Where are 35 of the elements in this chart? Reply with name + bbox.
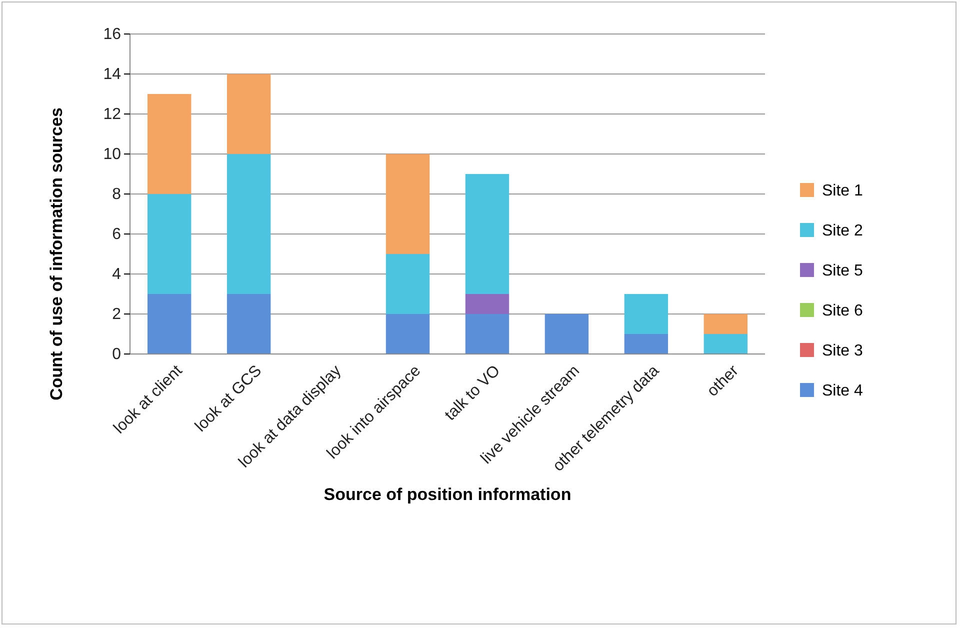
bar	[386, 254, 430, 314]
x-tick-label: talk to VO	[442, 362, 504, 424]
legend-label: Site 1	[822, 182, 864, 200]
y-tick-label: 6	[112, 226, 122, 244]
bar	[147, 194, 192, 294]
legend-label: Site 4	[822, 382, 864, 400]
legend-label: Site 2	[822, 222, 864, 240]
legend-label: Site 3	[822, 342, 864, 360]
bar	[226, 154, 271, 294]
bar	[386, 154, 430, 254]
y-tick-label: 8	[112, 186, 122, 204]
bar	[465, 174, 510, 294]
bar	[226, 294, 271, 354]
bar	[624, 294, 668, 334]
y-tick-label: 14	[103, 66, 122, 84]
bar	[704, 314, 748, 334]
y-tick-label: 10	[103, 146, 122, 164]
y-tick-label: 12	[103, 106, 122, 124]
y-tick-label: 2	[112, 306, 122, 324]
y-tick-label: 4	[112, 266, 122, 284]
bar	[624, 334, 668, 354]
bar	[465, 314, 510, 354]
y-tick-label: 16	[103, 26, 122, 44]
y-tick-label: 0	[112, 346, 122, 364]
bar	[147, 294, 192, 354]
bar	[226, 74, 271, 154]
x-axis-title: Source of position information	[324, 485, 572, 504]
legend-label: Site 5	[822, 262, 864, 280]
bar	[386, 314, 430, 354]
y-axis-title: Count of use of information sources	[47, 108, 66, 400]
bar	[147, 94, 192, 194]
legend-label: Site 6	[822, 302, 864, 320]
bar	[465, 294, 510, 314]
bar	[544, 314, 589, 354]
bar	[704, 334, 748, 354]
